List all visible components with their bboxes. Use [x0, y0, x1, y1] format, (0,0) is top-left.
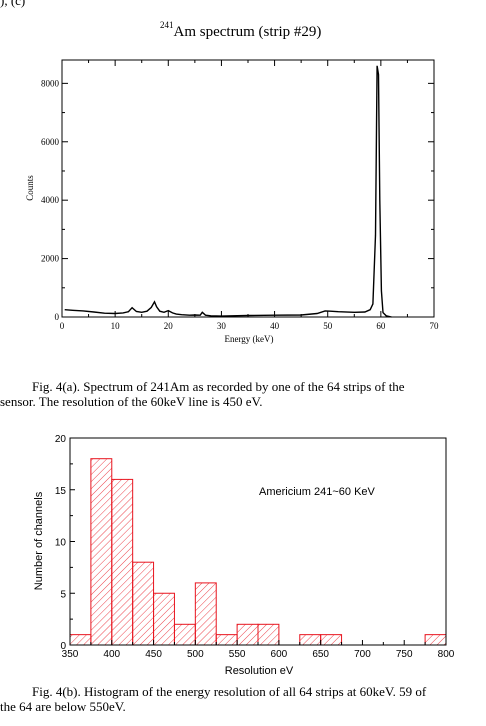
histogram-y-tick-label: 10 — [55, 538, 67, 549]
spectrum-tick-labels: 0 10 20 30 40 50 60 70 0 2000 4000 6000 8000 — [41, 78, 439, 331]
histogram-bar — [194, 582, 217, 646]
spectrum-y-axis-label: Counts — [25, 175, 35, 201]
histogram-chart: 350 400 450 500 550 600 650 700 750 800 0 5 10 15 20 A… — [33, 434, 455, 677]
spectrum-x-tick-label: 30 — [217, 321, 227, 331]
header-fragment: ), (c) — [0, 0, 26, 8]
histogram-y-tick-label: 0 — [60, 641, 66, 652]
spectrum-x-axis-label: Energy (keV) — [224, 334, 273, 344]
histogram-x-tick-label: 550 — [229, 649, 246, 660]
histogram-bar — [299, 634, 322, 646]
spectrum-x-tick-label: 50 — [323, 321, 333, 331]
histogram-x-tick-label: 600 — [271, 649, 288, 660]
histogram-bar — [424, 634, 447, 646]
histogram-x-tick-label: 650 — [312, 649, 329, 660]
histogram-y-tick-label: 20 — [55, 434, 67, 445]
figure-a-title-text: Am spectrum (strip #29) — [173, 24, 322, 40]
histogram-annotation: Americium 241~60 KeV — [259, 486, 376, 498]
histogram-x-tick-label: 800 — [438, 649, 455, 660]
histogram-bar — [132, 561, 155, 646]
spectrum-x-tick-label: 10 — [111, 321, 121, 331]
histogram-bar — [236, 623, 259, 646]
figure-b-caption-line-2: the 64 are below 550eV. — [0, 699, 126, 714]
histogram-bar — [153, 592, 175, 646]
histogram-x-tick-label: 400 — [103, 649, 120, 660]
histogram-tick-labels: 350 400 450 500 550 600 650 700 750 800 0 5 10 15 20 — [55, 434, 455, 660]
histogram-x-tick-label: 700 — [354, 649, 371, 660]
histogram-x-tick-label: 350 — [62, 649, 79, 660]
figure-a-caption-line-1: Fig. 4(a). Spectrum of 241Am as recorded… — [32, 379, 405, 394]
histogram-x-tick-label: 450 — [145, 649, 162, 660]
spectrum-x-tick-label: 20 — [164, 321, 174, 331]
figure-a-caption-line-2: sensor. The resolution of the 60keV line… — [0, 394, 263, 409]
histogram-y-axis-label: Number of channels — [33, 491, 45, 590]
spectrum-y-tick-label: 2000 — [41, 254, 60, 264]
spectrum-chart: 0 10 20 30 40 50 60 70 0 2000 4000 6000 8000 Energy … — [25, 59, 439, 344]
histogram-bar — [257, 623, 280, 646]
histogram-bar — [90, 458, 113, 646]
spectrum-x-tick-label: 0 — [60, 321, 65, 331]
histogram-bar — [111, 478, 134, 646]
spectrum-y-tick-label: 0 — [55, 312, 60, 322]
spectrum-x-tick-label: 70 — [430, 321, 440, 331]
histogram-bar — [173, 623, 196, 646]
histogram-y-tick-label: 15 — [55, 486, 67, 497]
histogram-bars — [69, 458, 447, 646]
histogram-bar — [320, 634, 343, 646]
histogram-bar — [69, 634, 92, 646]
histogram-ticks — [69, 437, 447, 646]
histogram-bar — [215, 634, 238, 646]
spectrum-y-tick-label: 8000 — [41, 78, 60, 88]
figure-b-caption-line-1: Fig. 4(b). Histogram of the energy resol… — [32, 684, 427, 699]
spectrum-plot-frame — [61, 59, 435, 318]
spectrum-y-tick-label: 6000 — [41, 137, 60, 147]
histogram-x-tick-label: 750 — [396, 649, 413, 660]
spectrum-y-tick-label: 4000 — [41, 195, 60, 205]
histogram-x-axis-label: Resolution eV — [225, 665, 294, 677]
spectrum-x-tick-label: 40 — [270, 321, 280, 331]
histogram-y-tick-label: 5 — [60, 589, 66, 600]
spectrum-x-tick-label: 60 — [376, 321, 386, 331]
figure-a-title: 241Am spectrum (strip #29) — [160, 20, 321, 41]
figure-a-title-superscript: 241 — [160, 20, 174, 30]
histogram-x-tick-label: 500 — [187, 649, 204, 660]
spectrum-series-line — [64, 65, 392, 318]
